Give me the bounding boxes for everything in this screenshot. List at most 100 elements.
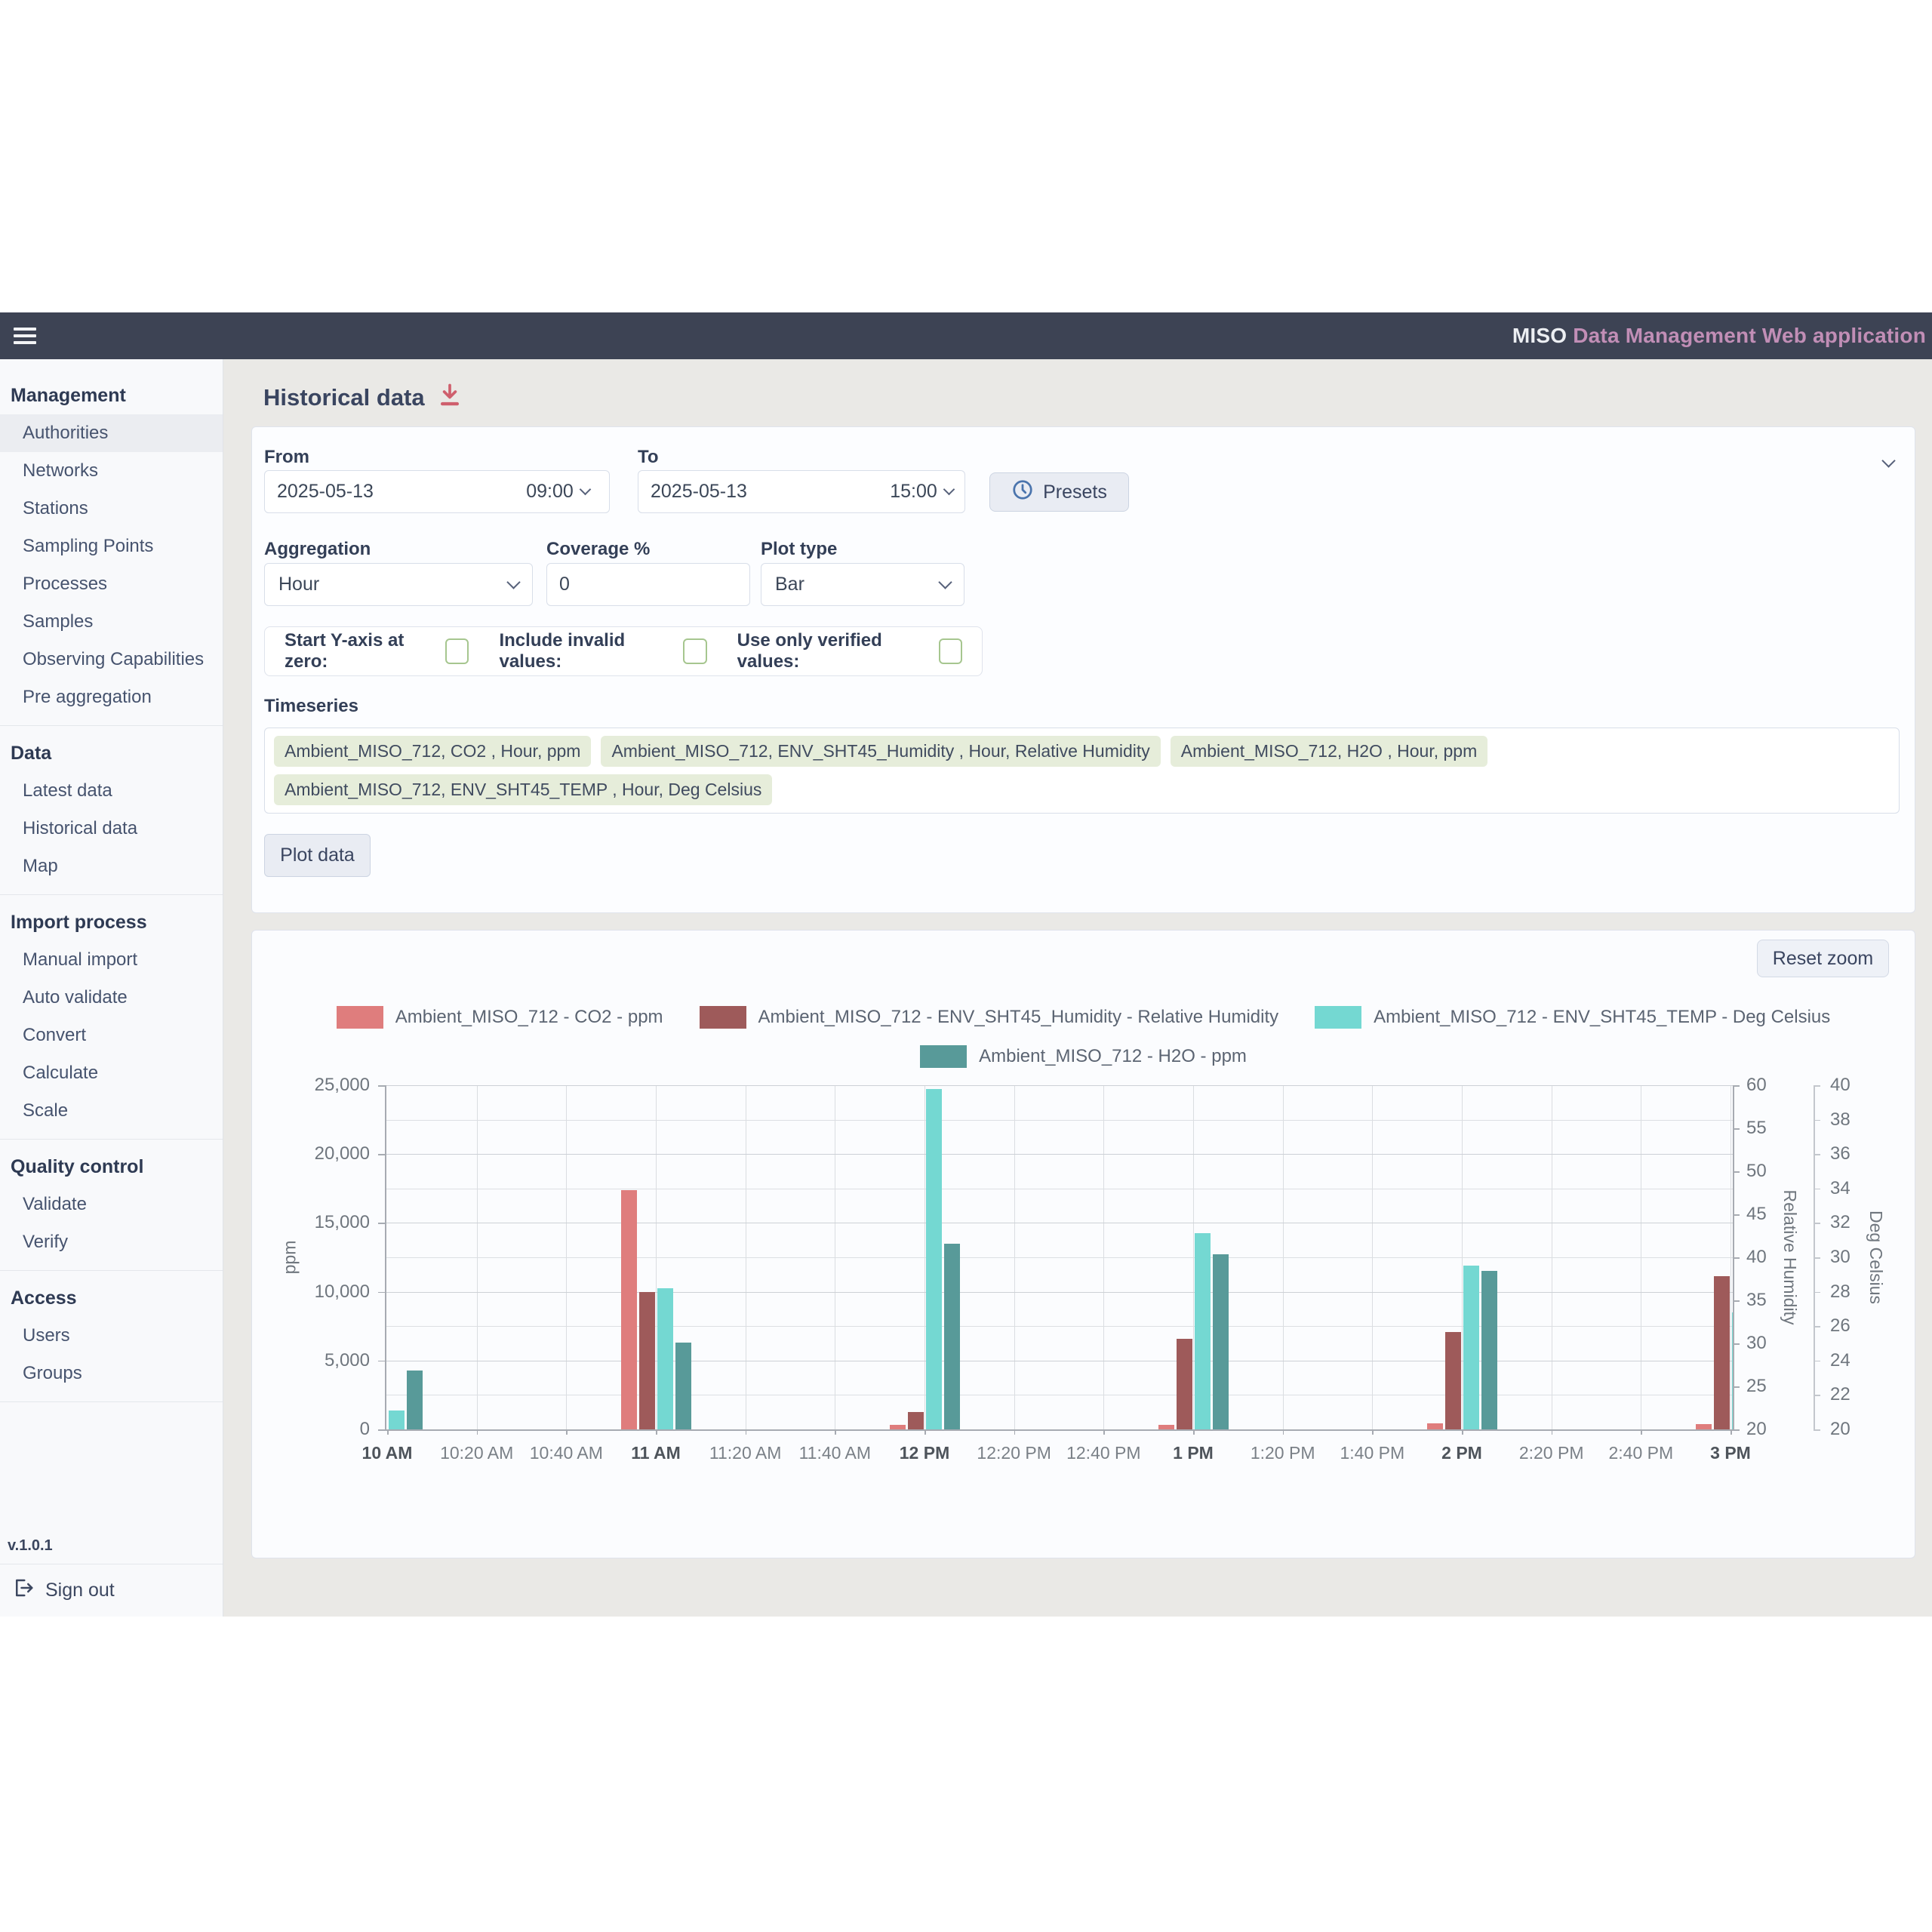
sidebar-section-title: Management (11, 385, 126, 406)
sidebar-spacer (0, 1407, 223, 1531)
sidebar: Management Authorities Networks Stations Sam… (0, 359, 223, 1617)
sidebar-item-users[interactable]: Users (23, 1325, 70, 1346)
download-icon[interactable] (438, 383, 461, 411)
sidebar-item-map[interactable]: Map (23, 856, 58, 876)
sidebar-section-title: Quality control (11, 1156, 144, 1177)
legend-item[interactable]: Ambient_MISO_712 - CO2 - ppm (336, 1006, 663, 1029)
y-axis-tick-label: 5,000 (324, 1349, 370, 1371)
bar-ppm-group0 (406, 1370, 423, 1429)
sidebar-item-convert[interactable]: Convert (23, 1025, 87, 1045)
sidebar-item-auto-validate[interactable]: Auto validate (23, 987, 128, 1008)
chevron-down-icon (943, 483, 955, 496)
x-axis-tick-label: 12 PM (899, 1443, 950, 1463)
x-axis-tick-label: 11 AM (631, 1443, 681, 1463)
sidebar-section-access: Access Users Groups (0, 1275, 223, 1402)
plot-data-button[interactable]: Plot data (264, 834, 371, 877)
bar-degc-group5 (1731, 1312, 1733, 1429)
plot-type-value: Bar (775, 574, 804, 595)
x-axis-tickmark (835, 1429, 836, 1435)
rh-axis-tickmark (1733, 1386, 1740, 1388)
timeseries-tag[interactable]: Ambient_MISO_712, CO2 , Hour, ppm (274, 736, 592, 767)
x-axis-tickmark (476, 1429, 478, 1435)
rh-axis-tickmark (1733, 1085, 1740, 1087)
x-axis-tickmark (745, 1429, 747, 1435)
sidebar-item-observing-capabilities[interactable]: Observing Capabilities (23, 649, 205, 669)
sidebar-item-samples[interactable]: Samples (23, 611, 94, 632)
timeseries-multiselect[interactable]: Ambient_MISO_712, CO2 , Hour, ppm Ambient… (264, 728, 1900, 814)
degc-axis-tick-label: 22 (1830, 1384, 1850, 1405)
timeseries-tag[interactable]: Ambient_MISO_712, ENV_SHT45_Humidity , H… (601, 736, 1161, 767)
x-axis-tickmark (566, 1429, 568, 1435)
option-pair: Start Y-axis at zero: (285, 630, 469, 672)
y-axis-tick-label: 10,000 (314, 1281, 370, 1302)
aggregation-select[interactable]: Hour (264, 563, 533, 606)
degc-axis-tick-label: 24 (1830, 1349, 1850, 1371)
y-axis-tick-label: 15,000 (314, 1212, 370, 1233)
hamburger-icon[interactable] (14, 328, 36, 344)
option-pair: Use only verified values: (737, 630, 962, 672)
rh-axis-tick-label: 60 (1746, 1075, 1767, 1095)
sidebar-item-latest-data[interactable]: Latest data (23, 780, 112, 801)
sidebar-item-verify[interactable]: Verify (23, 1232, 69, 1252)
x-axis-tickmark (1103, 1429, 1105, 1435)
sidebar-item-historical-data[interactable]: Historical data (23, 818, 138, 838)
y-axis-tickmark (378, 1360, 385, 1362)
legend-swatch (1315, 1006, 1362, 1029)
checkbox[interactable] (445, 638, 469, 664)
sidebar-section-import-process: Import process Manual import Auto validate… (0, 900, 223, 1140)
bar-rh-group4 (1444, 1332, 1461, 1429)
checkbox[interactable] (938, 638, 962, 664)
sidebar-item-groups[interactable]: Groups (23, 1363, 82, 1383)
from-time-select[interactable]: 09:00 (506, 470, 610, 513)
timeseries-tag[interactable]: Ambient_MISO_712, ENV_SHT45_TEMP , Hour,… (274, 774, 773, 805)
y-axis-tickmark (378, 1291, 385, 1294)
checkbox[interactable] (683, 638, 707, 664)
sidebar-item-stations[interactable]: Stations (23, 498, 88, 518)
sidebar-item-validate[interactable]: Validate (23, 1194, 87, 1214)
legend-item[interactable]: Ambient_MISO_712 - ENV_SHT45_TEMP - Deg … (1315, 1006, 1830, 1029)
bar-ppm-group3 (1212, 1254, 1229, 1429)
x-axis-tick-label: 1:20 PM (1250, 1443, 1315, 1463)
sidebar-item-pre-aggregation[interactable]: Pre aggregation (23, 687, 152, 707)
rh-axis-tickmark (1733, 1128, 1740, 1130)
sidebar-item-scale[interactable]: Scale (23, 1100, 69, 1121)
sidebar-item-manual-import[interactable]: Manual import (23, 949, 138, 970)
coverage-input[interactable]: 0 (546, 563, 750, 606)
degc-axis-tickmark (1814, 1085, 1820, 1087)
legend-row: Ambient_MISO_712 - CO2 - ppm Ambient_MISO… (252, 1006, 1915, 1029)
rh-axis-tick-label: 35 (1746, 1290, 1767, 1310)
to-time-select[interactable]: 15:00 (878, 470, 965, 513)
checkbox-label: Use only verified values: (737, 630, 882, 672)
bar-ppm-group2 (943, 1243, 960, 1429)
gridline-horizontal (385, 1119, 1733, 1121)
legend-label: Ambient_MISO_712 - ENV_SHT45_TEMP - Deg … (1374, 1007, 1831, 1027)
gridline-horizontal (385, 1291, 1733, 1293)
timeseries-tag[interactable]: Ambient_MISO_712, H2O , Hour, ppm (1170, 736, 1488, 767)
degc-axis-tick-label: 34 (1830, 1177, 1850, 1198)
bottom-axis-line (385, 1429, 1733, 1431)
plot-type-select[interactable]: Bar (761, 563, 964, 606)
rh-axis-tick-label: 20 (1746, 1419, 1767, 1439)
legend-item[interactable]: Ambient_MISO_712 - ENV_SHT45_Humidity - … (699, 1006, 1278, 1029)
sidebar-section-title: Import process (11, 912, 147, 933)
to-date-input[interactable]: 2025-05-13 (638, 470, 879, 513)
app-title: MISO Data Management Web application (1512, 324, 1926, 348)
plot-clip-region[interactable] (385, 1085, 1733, 1429)
from-date-input[interactable]: 2025-05-13 (264, 470, 507, 513)
bar-ppm-group1 (675, 1343, 691, 1429)
sign-out-button[interactable]: Sign out (0, 1564, 223, 1617)
degc-axis-tickmark (1814, 1326, 1820, 1327)
sidebar-item-sampling-points[interactable]: Sampling Points (23, 536, 154, 556)
x-axis-tick-label: 2 PM (1441, 1443, 1482, 1463)
legend-swatch (336, 1006, 383, 1029)
sidebar-item-processes[interactable]: Processes (23, 574, 108, 594)
sidebar-item-calculate[interactable]: Calculate (23, 1063, 99, 1083)
presets-button[interactable]: Presets (989, 472, 1129, 512)
sidebar-item-networks[interactable]: Networks (23, 460, 99, 481)
legend-item[interactable]: Ambient_MISO_712 - H2O - ppm (920, 1045, 1247, 1068)
reset-zoom-button[interactable]: Reset zoom (1757, 940, 1889, 977)
chevron-down-icon (579, 483, 592, 496)
chart-plot-area[interactable]: 25,000 20,000 15,000 10,000 5,000 0 ppm 10 AM 10… (252, 931, 1915, 1558)
sidebar-item-authorities[interactable]: Authorities (0, 414, 223, 452)
y-axis-tickmark (378, 1154, 385, 1155)
